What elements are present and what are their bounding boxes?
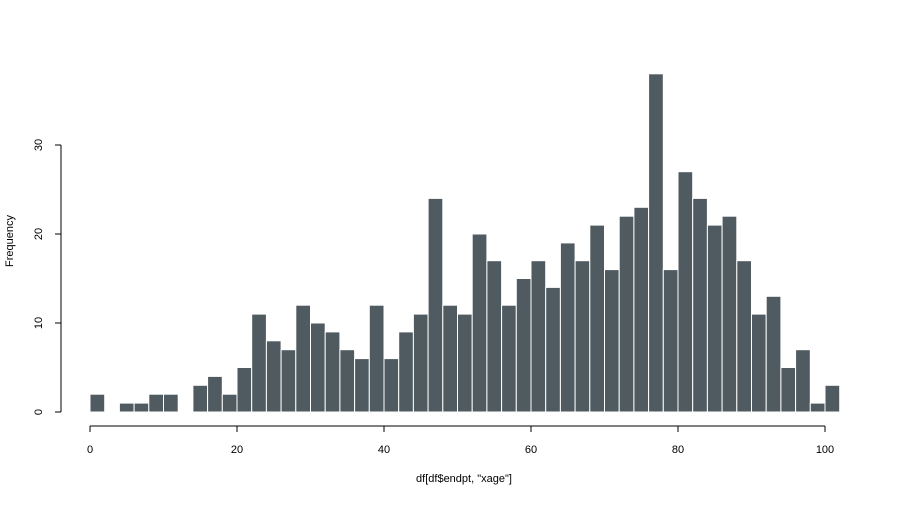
- histogram-bar: [677, 171, 694, 413]
- x-axis-title: df[df$endpt, "xage"]: [416, 473, 512, 485]
- histogram-bar: [736, 260, 752, 413]
- y-axis-title: Frequency: [4, 215, 16, 267]
- y-tick-label: 20: [33, 228, 45, 240]
- histogram-bar: [236, 367, 253, 413]
- histogram-bar: [604, 269, 620, 413]
- histogram-bar: [706, 224, 723, 413]
- histogram-bar: [133, 402, 150, 413]
- histogram-bar: [648, 73, 664, 413]
- histogram-bar: [221, 393, 238, 413]
- histogram-bar: [398, 331, 414, 413]
- histogram-bar: [824, 384, 841, 413]
- histogram-bar: [310, 322, 326, 413]
- histogram-bar: [251, 313, 267, 413]
- histogram-bar: [574, 260, 591, 413]
- histogram-bar: [589, 224, 605, 413]
- histogram-bar: [618, 215, 635, 413]
- x-tick-label: 40: [378, 444, 390, 456]
- histogram-bar: [780, 367, 797, 413]
- histogram-bar: [530, 260, 547, 413]
- histogram-bar: [324, 331, 341, 413]
- histogram-bar: [501, 304, 517, 413]
- histogram-bar: [442, 304, 458, 413]
- histogram-bar: [383, 358, 400, 413]
- histogram-bar: [662, 269, 679, 413]
- histogram-bar: [118, 402, 135, 413]
- histogram-bar: [368, 304, 385, 413]
- histogram-bar: [721, 215, 738, 413]
- x-tick-label: 0: [87, 444, 93, 456]
- histogram-bar: [559, 242, 576, 413]
- x-tick-label: 20: [231, 444, 243, 456]
- y-axis: 0 10 20 30: [33, 139, 62, 415]
- histogram-bar: [471, 233, 488, 413]
- histogram-bar: [427, 197, 444, 413]
- histogram-bar: [795, 349, 811, 413]
- histogram-bar: [545, 286, 561, 413]
- histogram-bar: [148, 393, 165, 413]
- histogram-bar: [692, 197, 708, 413]
- histogram-bar: [633, 206, 650, 413]
- histogram-bar: [207, 375, 223, 413]
- x-ticks: 0 20 40 60 80 100: [87, 426, 834, 456]
- histogram-bar: [515, 278, 532, 413]
- x-tick-label: 100: [816, 444, 834, 456]
- x-tick-label: 60: [525, 444, 537, 456]
- histogram-bar: [280, 349, 297, 413]
- histogram-bar: [412, 313, 429, 413]
- y-tick-label: 0: [33, 409, 45, 415]
- histogram-bar: [457, 313, 473, 413]
- y-tick-label: 10: [33, 317, 45, 329]
- bars-layer: [89, 73, 841, 413]
- y-tick-label: 30: [33, 139, 45, 151]
- histogram-bar: [486, 260, 503, 413]
- y-ticks: 0 10 20 30: [33, 139, 61, 415]
- histogram-bar: [339, 349, 356, 413]
- histogram-bar: [751, 313, 767, 413]
- histogram-bar: [163, 393, 179, 413]
- x-axis: 0 20 40 60 80 100: [87, 425, 834, 456]
- histogram-bar: [809, 402, 826, 413]
- histogram-bar: [89, 393, 106, 413]
- histogram-bar: [354, 358, 370, 413]
- histogram-bar: [295, 304, 311, 413]
- histogram-bar: [265, 340, 282, 413]
- histogram-bar: [192, 384, 209, 413]
- histogram-bar: [765, 295, 782, 413]
- x-tick-label: 80: [672, 444, 684, 456]
